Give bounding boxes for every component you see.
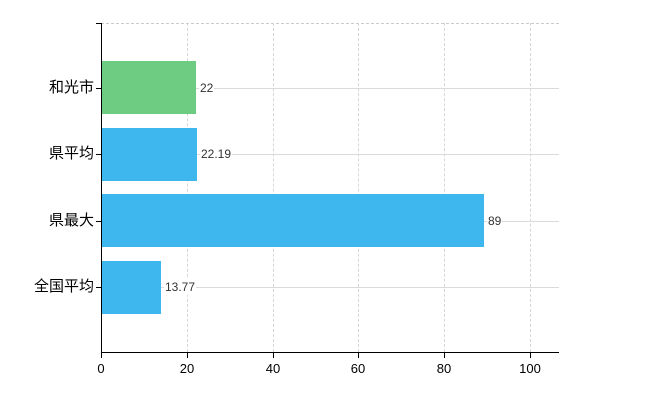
- x-tick: [187, 353, 188, 358]
- horizontal-gridline: [102, 154, 559, 155]
- bar-value-label: 22.19: [200, 146, 233, 162]
- category-label: 全国平均: [33, 278, 94, 295]
- vertical-gridline: [444, 23, 445, 352]
- x-tick-label: 0: [97, 361, 105, 376]
- vertical-gridline: [530, 23, 531, 352]
- horizontal-gridline: [102, 88, 559, 89]
- plot-top-border: [101, 23, 559, 24]
- x-tick: [101, 353, 102, 358]
- x-tick: [358, 353, 359, 358]
- horizontal-gridline: [102, 287, 559, 288]
- x-tick-label: 60: [350, 361, 366, 376]
- vertical-gridline: [358, 23, 359, 352]
- y-tick: [96, 23, 101, 24]
- y-tick: [96, 88, 101, 89]
- vertical-gridline: [187, 23, 188, 352]
- y-tick: [96, 221, 101, 222]
- bar-value-label: 22: [199, 80, 215, 96]
- y-axis-line: [101, 23, 102, 353]
- y-tick: [96, 287, 101, 288]
- x-tick: [444, 353, 445, 358]
- x-tick: [530, 353, 531, 358]
- category-label: 和光市: [48, 79, 94, 96]
- bar[interactable]: [102, 261, 161, 314]
- bar[interactable]: [102, 61, 196, 114]
- y-tick: [96, 154, 101, 155]
- bar[interactable]: [102, 128, 197, 181]
- x-tick-label: 100: [519, 361, 541, 376]
- vertical-gridline: [273, 23, 274, 352]
- bar[interactable]: [102, 194, 484, 247]
- x-tick-label: 40: [265, 361, 281, 376]
- x-tick-label: 80: [436, 361, 452, 376]
- bar-value-label: 89: [487, 213, 503, 229]
- category-label: 県平均: [48, 145, 94, 162]
- x-tick: [273, 353, 274, 358]
- category-label: 県最大: [48, 212, 94, 229]
- x-axis-line: [101, 352, 559, 353]
- x-tick-label: 20: [179, 361, 195, 376]
- bar-value-label: 13.77: [164, 279, 197, 295]
